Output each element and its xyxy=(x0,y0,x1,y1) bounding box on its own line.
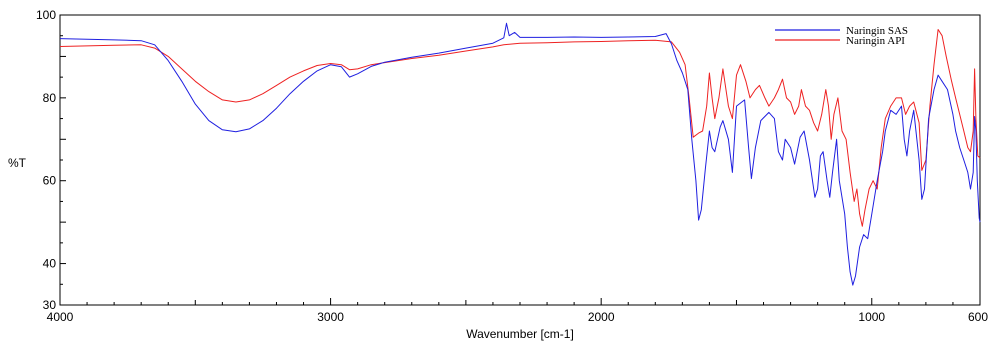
x-tick-label: 1000 xyxy=(858,310,885,324)
x-axis-ticks: 4000 3000 2000 1000 600 xyxy=(47,298,988,324)
y-tick-label: 80 xyxy=(43,91,57,105)
x-tick-label: 2000 xyxy=(588,310,615,324)
legend-label: Naringin SAS xyxy=(846,25,908,37)
y-tick-label: 60 xyxy=(43,174,57,188)
plot-frame xyxy=(59,14,981,306)
legend-label: Naringin API xyxy=(846,35,905,47)
x-tick-label: 600 xyxy=(968,310,988,324)
x-tick-label: 4000 xyxy=(47,310,74,324)
y-tick-label: 30 xyxy=(43,298,57,312)
series-layer xyxy=(59,22,981,286)
series-line-naringin-sas xyxy=(59,22,981,286)
series-line-naringin-api xyxy=(59,29,981,227)
y-axis-ticks: 30 40 60 80 100 xyxy=(36,8,66,312)
y-axis-title: %T xyxy=(8,156,27,170)
x-axis-title: Wavenumber [cm-1] xyxy=(466,327,574,341)
y-tick-label: 40 xyxy=(43,257,57,271)
y-tick-label: 100 xyxy=(36,8,56,22)
x-tick-label: 3000 xyxy=(317,310,344,324)
